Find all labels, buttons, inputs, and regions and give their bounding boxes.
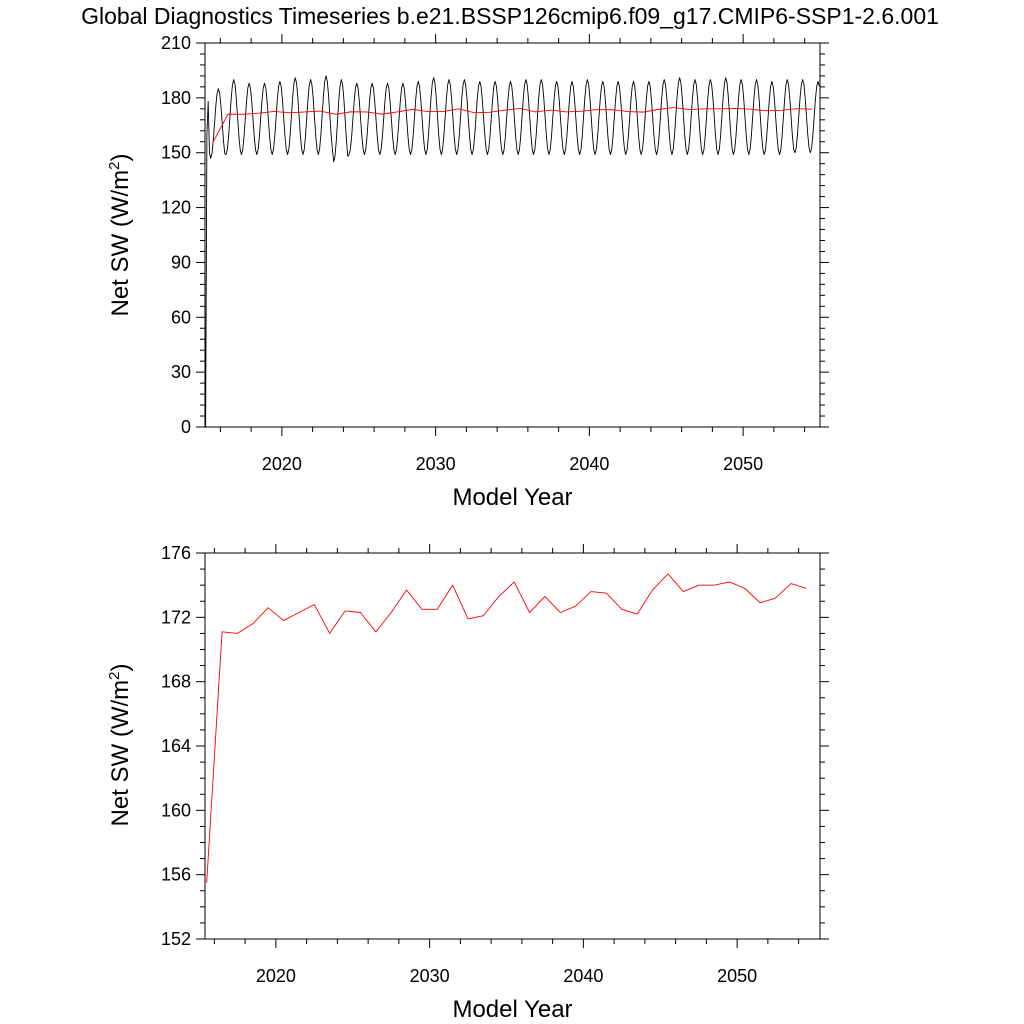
y-tick-label-1-0: 152	[161, 929, 191, 949]
y-tick-label-1-2: 160	[161, 800, 191, 820]
y-tick-label-1-5: 172	[161, 607, 191, 627]
y-axis-title-end-0: )	[107, 154, 134, 162]
plot-frame-1	[204, 552, 821, 940]
x-tick-label-1-0: 2020	[256, 966, 296, 986]
y-axis-title-end-1: )	[107, 664, 134, 672]
top-panel-net-sw-timeseries: 0 30 60 90 120 150 180 210 2020 2030 2040 2050 Model…	[106, 33, 829, 511]
y-tick-label-0-1: 30	[171, 362, 191, 382]
bottom-panel-net-sw-annual: 152 156 160 164 168 172 176 2020 2030 2040 2050 Mod…	[106, 543, 829, 1023]
x-tick-label-0-3: 2050	[723, 454, 763, 474]
y-axis-title-0: Net SW (W/m2)	[106, 154, 134, 317]
x-axis-title-0: Model Year	[452, 484, 572, 511]
x-tick-label-1-1: 2030	[410, 966, 450, 986]
y-axis-title-superscript-1: 2	[106, 672, 123, 680]
annual-mean-series-line-0	[212, 107, 813, 143]
y-axis-title-main-0: Net SW (W/m	[107, 170, 134, 317]
y-tick-label-0-3: 90	[171, 252, 191, 272]
y-axis-title-1: Net SW (W/m2)	[106, 664, 134, 827]
plot-frame-0	[204, 42, 821, 428]
x-tick-label-1-2: 2040	[563, 966, 603, 986]
y-tick-label-0-0: 0	[181, 417, 191, 437]
y-tick-label-0-7: 210	[161, 33, 191, 53]
y-tick-label-1-4: 168	[161, 672, 191, 692]
figure-title: Global Diagnostics Timeseries b.e21.BSSP…	[81, 3, 939, 29]
x-axis-title-1: Model Year	[452, 996, 572, 1023]
y-tick-label-0-6: 180	[161, 88, 191, 108]
x-tick-label-0-1: 2030	[416, 454, 456, 474]
y-axis-title-superscript-0: 2	[106, 162, 123, 170]
x-tick-label-1-3: 2050	[717, 966, 757, 986]
y-tick-label-0-4: 120	[161, 198, 191, 218]
monthly-series-line-0	[205, 75, 820, 428]
y-tick-label-1-6: 176	[161, 543, 191, 563]
annual-mean-series-line-1	[206, 573, 807, 883]
y-tick-label-0-5: 150	[161, 143, 191, 163]
y-tick-label-1-3: 164	[161, 736, 191, 756]
x-tick-label-0-0: 2020	[262, 454, 302, 474]
y-tick-label-0-2: 60	[171, 307, 191, 327]
y-axis-title-main-1: Net SW (W/m	[107, 680, 134, 827]
y-tick-label-1-1: 156	[161, 865, 191, 885]
x-tick-label-0-2: 2040	[569, 454, 609, 474]
